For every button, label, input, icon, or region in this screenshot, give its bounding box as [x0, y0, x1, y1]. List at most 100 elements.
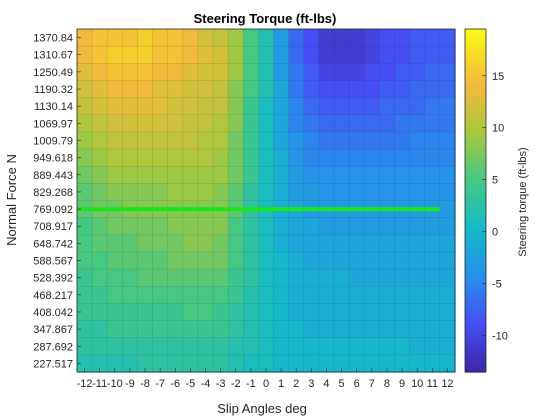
heatmap-cell — [394, 166, 411, 184]
heatmap-cell — [167, 354, 184, 373]
heatmap-cell — [137, 269, 154, 287]
heatmap-cell — [439, 80, 456, 99]
heatmap-cell — [213, 183, 229, 202]
heatmap-cell — [424, 46, 441, 64]
heatmap-cell — [318, 80, 335, 99]
heatmap-cell — [243, 251, 260, 270]
heatmap-cell — [424, 217, 441, 236]
heatmap-cell — [197, 149, 214, 167]
heatmap-cell — [228, 149, 244, 167]
heatmap-cell — [349, 131, 365, 150]
y-tick-label: 1069.97 — [33, 118, 73, 130]
heatmap-cell — [349, 337, 365, 356]
heatmap-cell — [334, 303, 350, 322]
heatmap-cell — [122, 217, 139, 236]
heatmap-cell — [424, 286, 441, 304]
heatmap-cell — [213, 286, 229, 304]
heatmap-cell — [77, 149, 93, 167]
heatmap-cell — [303, 217, 320, 236]
heatmap-cell — [182, 166, 199, 184]
colorbar-segment — [465, 159, 486, 164]
heatmap-cell — [439, 217, 456, 236]
heatmap-cell — [288, 269, 305, 287]
colorbar-segment — [465, 221, 486, 226]
colorbar-segment — [465, 269, 486, 274]
colorbar-segment — [465, 265, 486, 270]
heatmap-cell — [439, 29, 456, 47]
x-tick-label: -1 — [246, 378, 256, 390]
heatmap-cell — [92, 183, 108, 202]
x-tick-label: -2 — [231, 378, 241, 390]
heatmap-cell — [167, 320, 184, 339]
x-tick-label: 2 — [293, 378, 299, 390]
colorbar-segment — [465, 303, 486, 308]
y-tick-label: 889.443 — [33, 170, 73, 182]
heatmap-cell — [409, 80, 426, 99]
heatmap-cell — [379, 166, 396, 184]
heatmap-cell — [228, 29, 244, 47]
heatmap-cell — [197, 183, 214, 202]
heatmap-cell — [77, 29, 93, 47]
colorbar-tick-label: 5 — [492, 175, 498, 187]
heatmap-cell — [394, 251, 411, 270]
heatmap-cell — [77, 131, 93, 150]
colorbar-segment — [465, 358, 486, 363]
heatmap-cell — [273, 269, 290, 287]
heatmap-cell — [92, 286, 108, 304]
heatmap-cell — [182, 149, 199, 167]
heatmap-cell — [379, 63, 396, 82]
heatmap-cell — [243, 131, 260, 150]
heatmap-cell — [334, 269, 350, 287]
heatmap-cell — [182, 234, 199, 253]
heatmap-cell — [92, 251, 108, 270]
heatmap-cell — [197, 114, 214, 133]
heatmap-cell — [288, 354, 305, 373]
heatmap-cell — [273, 80, 290, 99]
heatmap-cell — [424, 29, 441, 47]
colorbar-segment — [465, 101, 486, 106]
heatmap-cell — [394, 183, 411, 202]
heatmap-cell — [243, 217, 260, 236]
colorbar-segment — [465, 203, 486, 208]
heatmap-cell — [243, 46, 260, 64]
heatmap-cell — [167, 149, 184, 167]
heatmap-cell — [379, 149, 396, 167]
colorbar-segment — [465, 330, 486, 335]
heatmap-cell — [122, 29, 139, 47]
colorbar-segment — [465, 231, 486, 236]
heatmap-cell — [379, 114, 396, 133]
heatmap-cell — [394, 63, 411, 82]
heatmap-cell — [213, 269, 229, 287]
heatmap-cell — [197, 29, 214, 47]
heatmap-cell — [182, 269, 199, 287]
x-tick-label: -4 — [201, 378, 211, 390]
heatmap-cell — [288, 46, 305, 64]
heatmap-cell — [409, 337, 426, 356]
x-tick-label: 3 — [308, 378, 314, 390]
heatmap-cell — [77, 337, 93, 356]
heatmap-cell — [107, 131, 123, 150]
heatmap-cell — [273, 149, 290, 167]
heatmap-cell — [213, 46, 229, 64]
heatmap-cell — [167, 166, 184, 184]
heatmap-cell — [364, 29, 380, 47]
heatmap-cell — [379, 29, 396, 47]
heatmap-cell — [137, 29, 154, 47]
heatmap-cell — [334, 286, 350, 304]
heatmap-cell — [92, 97, 108, 116]
heatmap-cell — [334, 149, 350, 167]
heatmap-cell — [364, 46, 380, 64]
y-tick-label: 287.692 — [33, 341, 73, 353]
colorbar-segment — [465, 162, 486, 167]
heatmap-cell — [197, 131, 214, 150]
heatmap-cell — [77, 114, 93, 133]
y-axis-label: Normal Force N — [4, 154, 19, 246]
y-tick-labels: 1370.84 1310.67 1250.49 1190.32 1130.14 1069.… — [33, 33, 81, 370]
heatmap-cell — [243, 80, 260, 99]
colorbar-segment — [465, 121, 486, 126]
heatmap-cell — [197, 337, 214, 356]
colorbar-segment — [465, 224, 486, 229]
heatmap-cell — [349, 46, 365, 64]
y-tick-label: 769.092 — [33, 204, 73, 216]
heatmap-cell — [409, 46, 426, 64]
